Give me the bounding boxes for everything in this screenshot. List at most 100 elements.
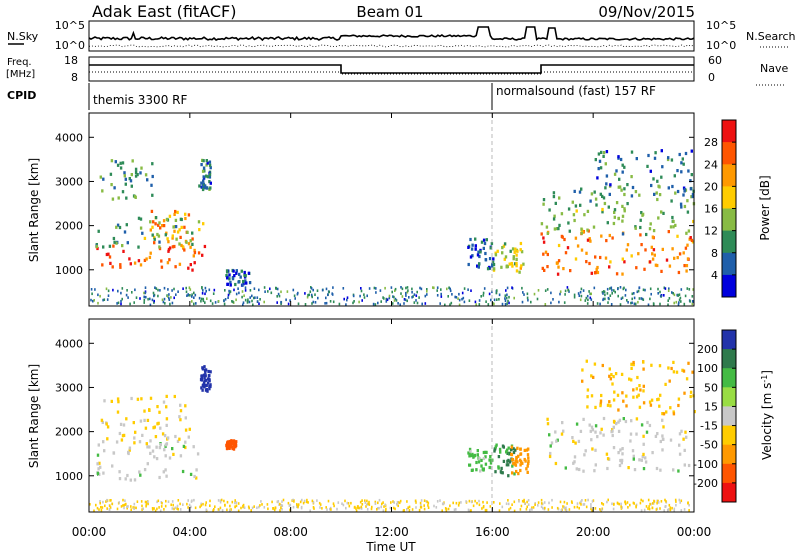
- velocity-cell: [138, 440, 142, 444]
- velocity-cell: [274, 506, 277, 509]
- velocity-cell: [186, 502, 188, 506]
- power-cell: [109, 172, 113, 176]
- power-cell: [172, 225, 175, 229]
- velocity-cell: [685, 435, 688, 439]
- power-cell: [631, 185, 635, 190]
- power-cell: [233, 274, 236, 278]
- power-cell: [191, 295, 193, 298]
- power-cell: [159, 226, 162, 230]
- velocity-cell: [213, 508, 215, 511]
- power-cell: [680, 205, 683, 209]
- velocity-cell: [493, 501, 495, 504]
- velocity-cell: [555, 439, 558, 443]
- velocity-cell: [632, 360, 635, 365]
- velocity-cell: [365, 505, 367, 508]
- velocity-cell: [271, 500, 273, 504]
- velocity-colorbar-swatch: [722, 368, 736, 388]
- velocity-cell: [493, 447, 496, 451]
- y-tick-label: 2000: [55, 220, 83, 233]
- power-cell: [576, 244, 580, 248]
- velocity-cell: [542, 506, 544, 510]
- power-cell: [285, 298, 287, 302]
- power-cell: [512, 257, 515, 261]
- power-cell: [562, 267, 565, 271]
- velocity-cell: [624, 502, 627, 506]
- velocity-cell: [353, 506, 356, 509]
- power-cell: [366, 294, 368, 298]
- power-cell: [94, 288, 96, 291]
- velocity-cell: [460, 501, 462, 504]
- power-cell: [649, 222, 652, 226]
- power-cell: [602, 298, 604, 302]
- power-cell: [144, 286, 147, 289]
- velocity-cell: [289, 503, 292, 507]
- velocity-cell: [484, 508, 487, 512]
- power-cell: [174, 265, 177, 269]
- power-cell: [673, 256, 676, 260]
- velocity-colorbar-tick-label: 15: [704, 400, 718, 413]
- power-cell: [382, 296, 384, 299]
- power-cell: [589, 199, 592, 203]
- velocity-cell: [184, 440, 187, 444]
- power-cell: [550, 291, 552, 295]
- power-cell: [611, 236, 614, 240]
- power-cell: [352, 294, 355, 298]
- power-cell: [508, 301, 510, 305]
- velocity-cell: [190, 500, 193, 503]
- power-cell: [667, 299, 669, 302]
- power-cell: [501, 251, 504, 255]
- power-cell: [671, 215, 674, 220]
- power-cell: [198, 296, 201, 300]
- velocity-cell: [233, 442, 236, 446]
- power-cell: [158, 245, 161, 249]
- velocity-cell: [348, 504, 351, 508]
- cpid-panel: CPID themis 3300 RF normalsound (fast) 1…: [7, 83, 656, 110]
- power-cell: [360, 287, 362, 290]
- power-cell: [436, 286, 439, 289]
- velocity-cell: [214, 505, 216, 508]
- power-cell: [558, 196, 561, 200]
- velocity-cell: [621, 447, 624, 451]
- x-tick-label: 20:00: [576, 525, 611, 539]
- velocity-cell: [602, 416, 606, 421]
- velocity-cell: [289, 508, 291, 512]
- velocity-cell: [273, 508, 276, 512]
- velocity-cell: [106, 437, 109, 441]
- velocity-cell: [408, 509, 411, 512]
- velocity-cell: [458, 501, 460, 505]
- velocity-cell: [154, 435, 158, 439]
- velocity-cluster: [546, 416, 691, 473]
- velocity-cell: [687, 361, 690, 365]
- x-tick-label: 16:00: [475, 525, 510, 539]
- power-cell: [200, 181, 203, 185]
- power-cell: [642, 288, 645, 292]
- power-cell: [277, 292, 280, 296]
- velocity-cell: [188, 508, 190, 512]
- power-cell: [244, 279, 247, 283]
- power-cell: [480, 295, 482, 298]
- power-cell: [245, 281, 248, 285]
- velocity-cell: [599, 399, 603, 403]
- power-cell: [646, 164, 649, 168]
- velocity-cell: [200, 386, 203, 390]
- power-cell: [626, 183, 629, 187]
- power-cell: [542, 240, 546, 244]
- velocity-cell: [590, 374, 593, 378]
- power-cell: [613, 289, 615, 292]
- velocity-cell: [642, 499, 644, 503]
- velocity-cell: [125, 502, 127, 506]
- power-cell: [182, 287, 184, 290]
- power-cell: [635, 157, 638, 161]
- power-cell: [686, 257, 690, 261]
- velocity-cell: [105, 500, 107, 503]
- velocity-cell: [281, 500, 283, 503]
- power-cell: [171, 245, 175, 249]
- power-cell: [470, 247, 474, 251]
- velocity-cell: [148, 445, 151, 449]
- velocity-cell: [229, 509, 231, 512]
- velocity-cell: [592, 499, 595, 502]
- power-cell: [116, 223, 120, 227]
- velocity-cell: [562, 429, 565, 433]
- velocity-cell: [253, 505, 255, 508]
- power-cell: [149, 297, 151, 301]
